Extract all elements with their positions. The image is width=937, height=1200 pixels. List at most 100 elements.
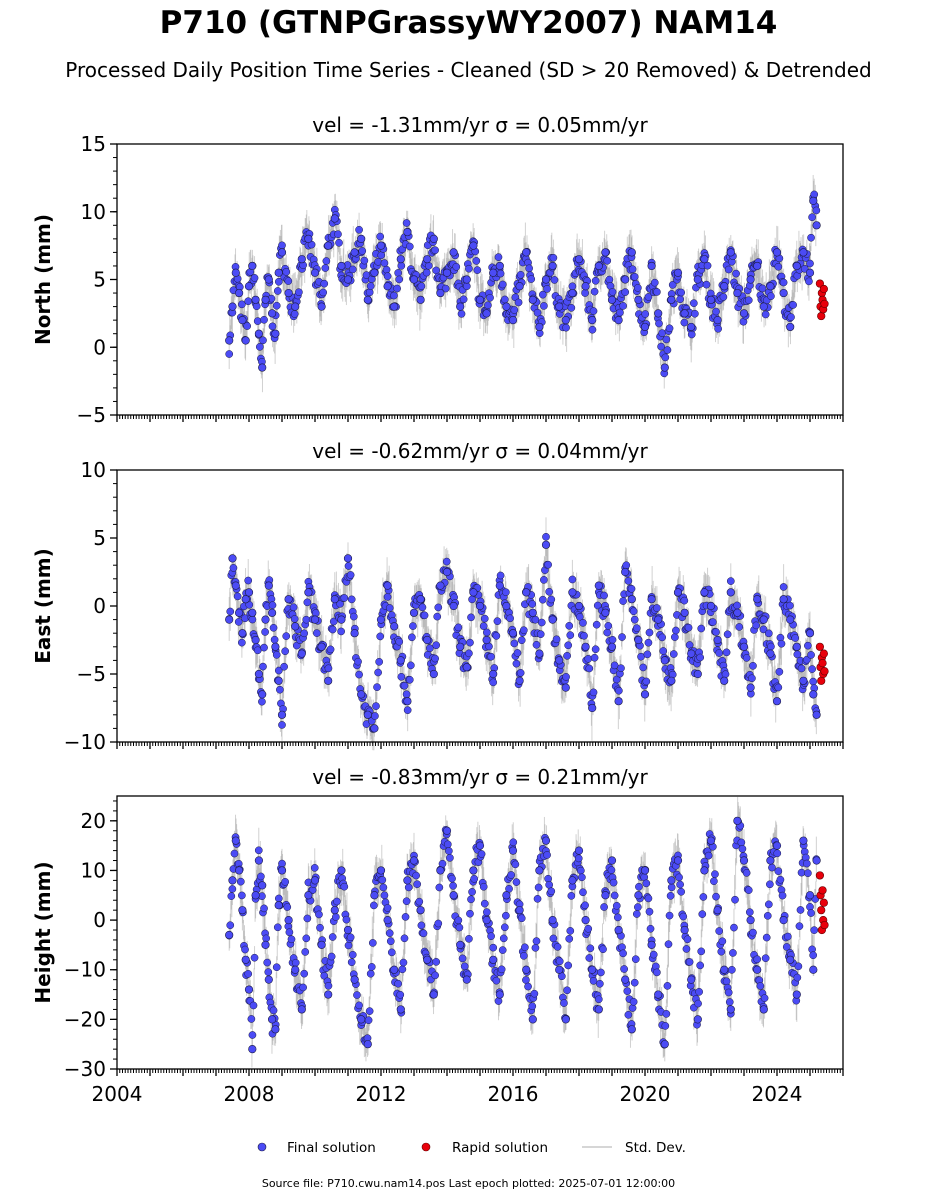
final-solution-marker [519,626,528,635]
final-solution-marker [457,309,466,318]
final-solution-marker [590,287,599,296]
final-solution-marker [290,615,299,623]
final-solution-marker [672,626,680,635]
final-solution-marker [787,313,795,321]
final-solution-point [436,581,445,590]
final-solution-point [799,676,808,685]
final-solution-point [766,282,775,291]
final-solution-marker [562,673,570,681]
final-solution-marker [355,225,363,234]
final-solution-point [720,676,729,685]
final-solution-marker [684,623,693,632]
y-axis-label-east: East (mm) [31,548,55,664]
panel-east: −10 −5 0 5 10 vel = -0.62mm/yr σ = 0.04mm/yr E… [31,439,844,754]
final-solution-point [337,261,346,271]
final-solution-point [235,608,244,617]
final-solution-marker [777,639,786,648]
y-tick-label: 10 [81,458,106,482]
final-solution-point [274,268,283,277]
final-solution-marker [442,557,451,566]
final-solution-marker [355,670,363,679]
final-solution-point [370,724,379,733]
final-solution-marker [540,576,548,584]
final-solution-point [456,642,465,651]
final-solution-marker [347,595,356,604]
final-solution-point [235,288,244,298]
final-solution-marker [238,300,246,309]
final-solution-marker [233,592,242,601]
final-solution-marker [274,277,283,286]
final-solution-point [291,622,300,631]
final-solution-marker [735,623,744,631]
final-solution-point [673,588,683,597]
y-tick-label: −5 [77,662,106,686]
final-solution-marker [354,657,362,666]
final-solution-point [515,282,524,291]
final-solution-point [357,690,366,699]
final-solution-point [581,282,590,291]
final-solution-point [238,316,247,325]
final-solution-marker [514,298,523,307]
final-solution-point [621,275,630,284]
final-solution-marker [269,623,278,632]
final-solution-point [482,635,491,645]
final-solution-point [363,710,372,719]
final-solution-point [508,316,518,325]
final-solution-point [680,309,689,318]
final-solution-marker [538,290,547,299]
final-solution-point [274,676,283,685]
final-solution-points-east [225,540,821,733]
final-solution-point [350,248,359,257]
final-solution-point [673,268,683,277]
final-solution-marker [320,279,329,288]
rapid-solution-point [819,649,828,658]
final-solution-point [304,234,313,243]
final-solution-marker [395,637,404,646]
final-solution-marker [238,638,246,647]
final-solution-marker [409,622,417,630]
final-solution-marker [689,299,698,308]
final-solution-marker [274,666,283,675]
final-solution-marker [610,661,619,670]
final-solution-point [759,615,768,624]
final-solution-marker [641,310,650,318]
final-solution-marker [492,632,501,640]
final-solution-point [508,629,518,638]
final-solution-marker [260,315,268,324]
final-solution-point [753,595,762,604]
final-solution-point [627,595,636,604]
final-solution-marker [243,322,252,330]
final-solution-marker [260,643,268,652]
final-solution-marker [500,295,509,304]
y-tick-label: 10 [81,200,106,224]
final-solution-marker [809,677,818,686]
final-solution-marker [282,632,291,640]
final-solution-marker [775,667,784,676]
final-solution-marker [382,265,391,274]
final-solution-point [429,234,438,243]
final-solution-marker [417,282,426,291]
final-solution-point [706,601,716,611]
final-solution-marker [752,621,760,630]
final-solution-point [277,248,287,257]
final-solution-marker [516,669,525,677]
final-solution-marker [545,587,554,596]
final-solution-point [241,336,250,345]
final-solution-marker [749,661,757,670]
final-solution-point [588,316,597,325]
rapid-solution-point [817,676,826,685]
final-solution-marker [244,576,253,585]
final-solution-point [621,567,630,577]
final-solution-marker [253,317,262,325]
final-solution-point [261,615,270,624]
final-solution-marker [418,603,427,612]
final-solution-marker [531,615,540,624]
final-solution-point [271,642,280,651]
final-solution-marker [483,628,491,637]
final-solution-point [241,595,250,604]
final-solution-marker [759,625,768,634]
final-solution-point [693,275,702,284]
final-solution-point [753,261,762,271]
final-solution-point [429,669,438,679]
final-solution-marker [804,641,812,650]
